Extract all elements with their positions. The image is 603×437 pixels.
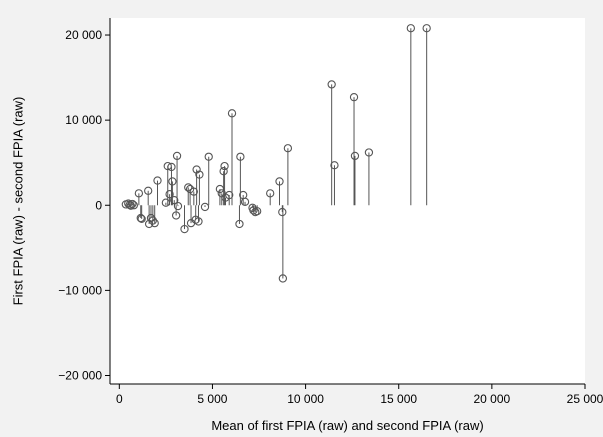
data-point-marker: [350, 151, 360, 161]
data-point-marker: [236, 152, 245, 161]
x-tick-label: 10 000: [287, 392, 324, 406]
data-point-marker: [126, 201, 136, 210]
x-tick-label: 0: [116, 392, 123, 406]
data-point-marker: [422, 24, 431, 33]
data-point-marker: [144, 186, 153, 195]
data-point-marker: [161, 198, 171, 207]
data-point-marker: [165, 190, 174, 199]
data-point-marker: [180, 224, 189, 234]
plot-area: [110, 18, 585, 384]
y-axis-title: First FPIA (raw) - second FPIA (raw): [10, 97, 25, 306]
y-tick-label: −20 000: [58, 368, 102, 382]
data-point-marker: [150, 218, 159, 228]
data-point-marker: [195, 170, 204, 179]
data-point-marker: [172, 151, 182, 161]
data-point-marker: [134, 189, 144, 198]
data-point-marker: [168, 177, 177, 186]
data-point-marker: [163, 161, 172, 171]
data-point-marker: [225, 190, 234, 200]
data-point-marker: [204, 152, 213, 161]
data-point-marker: [137, 214, 146, 224]
y-tick-label: 10 000: [65, 113, 102, 127]
data-point-marker: [153, 176, 162, 185]
data-point-marker: [173, 201, 183, 211]
x-tick-label: 5 000: [197, 392, 227, 406]
data-point-marker: [194, 217, 203, 226]
data-point-marker: [266, 189, 275, 198]
data-point-marker: [330, 161, 339, 170]
data-point-marker: [283, 144, 293, 153]
axes: −20 000 −10 000 0 10 000 20 000 0 5 000 10 000 1…: [58, 18, 603, 406]
data-point-marker: [327, 80, 336, 89]
data-point-marker: [278, 274, 288, 283]
data-point-marker: [171, 211, 181, 220]
data-point-marker: [240, 197, 250, 207]
x-tick-label: 25 000: [567, 392, 603, 406]
data-point-marker: [192, 165, 201, 174]
data-point-marker: [219, 167, 228, 176]
data-point-marker: [184, 183, 193, 192]
data-point-marker: [249, 206, 258, 215]
data-point-marker: [129, 201, 138, 210]
data-point-marker: [364, 148, 374, 157]
data-point-marker: [128, 199, 137, 209]
data-point-marker: [167, 162, 176, 172]
data-point-marker: [275, 177, 284, 186]
data-point-marker: [136, 213, 145, 223]
data-point-marker: [215, 184, 225, 194]
data-point-marker: [227, 109, 237, 118]
data-point-marker: [124, 199, 133, 208]
y-tick-label: 20 000: [65, 28, 102, 42]
y-tick-label: −10 000: [58, 283, 102, 297]
x-axis-title: Mean of first FPIA (raw) and second FPIA…: [211, 418, 483, 433]
x-tick-label: 15 000: [380, 392, 417, 406]
x-tick-label: 20 000: [474, 392, 511, 406]
data-markers: [121, 24, 431, 283]
data-point-marker: [170, 195, 179, 205]
data-point-marker: [406, 24, 415, 33]
data-point-marker: [148, 216, 157, 225]
y-tick-label: 0: [95, 198, 102, 212]
data-point-marker: [220, 161, 229, 171]
data-point-marker: [349, 93, 359, 102]
data-point-marker: [235, 219, 244, 229]
data-point-marker: [278, 207, 287, 217]
data-point-marker: [200, 202, 210, 212]
data-point-marker: [189, 187, 198, 196]
data-point-marker: [253, 207, 262, 216]
